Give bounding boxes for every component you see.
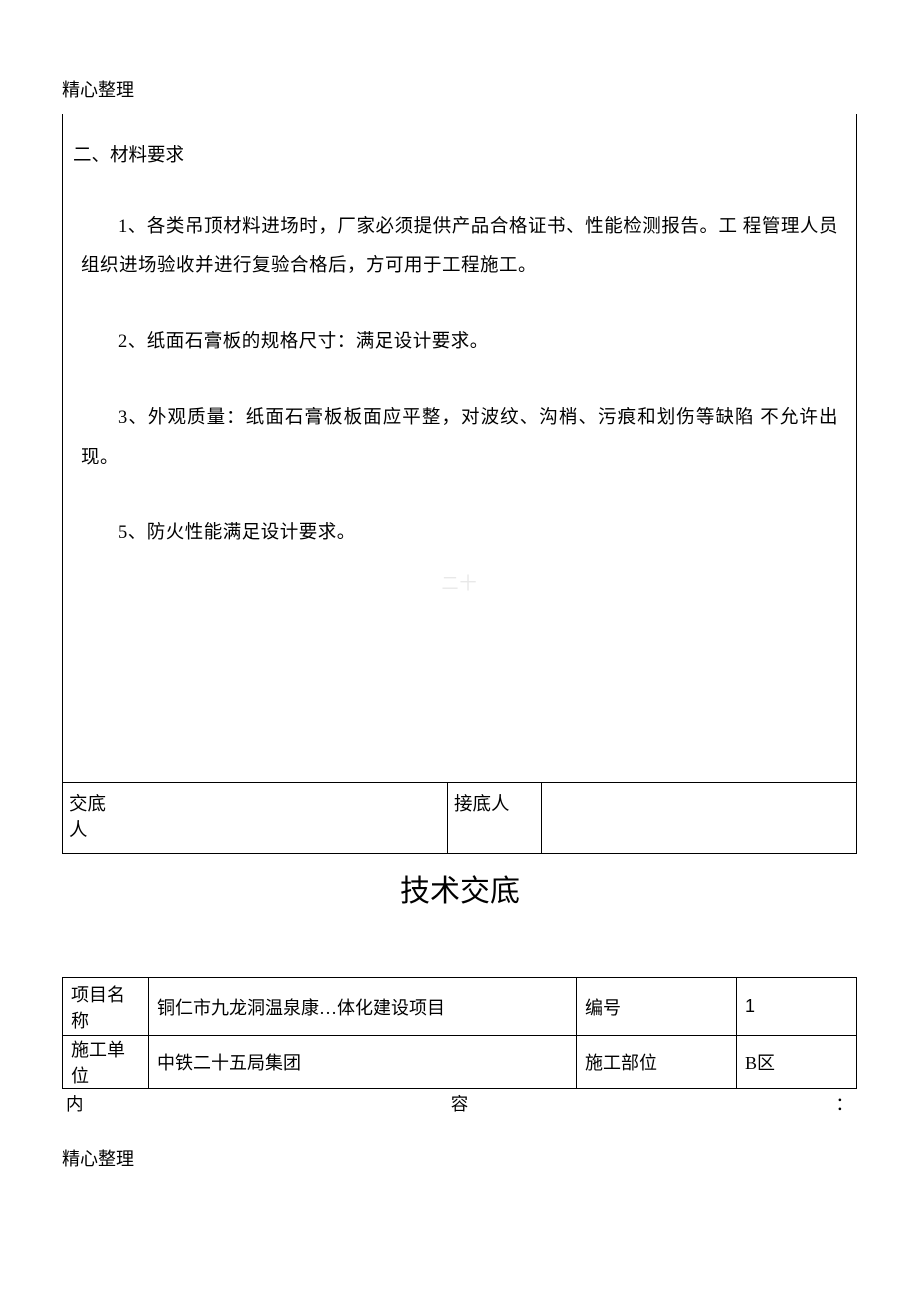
sign-blank-right xyxy=(541,782,857,854)
cell-part-value: B区 xyxy=(737,1036,857,1089)
table-row: 施工单位 中铁二十五局集团 施工部位 B区 xyxy=(63,1036,857,1089)
section-title: 二、材料要求 xyxy=(63,114,856,172)
page-footer: 精心整理 xyxy=(62,1145,134,1171)
sign-blank-left xyxy=(128,782,447,854)
paragraph-2: 2、纸面石膏板的规格尺寸：满足设计要求。 xyxy=(63,323,856,363)
table-row: 项目名称 铜仁市九龙洞温泉康…体化建设项目 编号 1 xyxy=(63,978,857,1036)
cell-unit-label: 施工单位 xyxy=(63,1036,149,1089)
sign-label-right: 接底人 xyxy=(447,782,541,854)
material-requirements-box: 二、材料要求 1、各类吊顶材料进场时，厂家必须提供产品合格证书、性能检测报告。工… xyxy=(62,114,857,854)
content-char-1: 内 xyxy=(66,1091,84,1116)
content-header-line: 内 容 ： xyxy=(62,1091,857,1116)
paragraph-4: 5、防火性能满足设计要求。 xyxy=(63,514,856,554)
signature-row: 交底人 接底人 xyxy=(62,782,857,854)
cell-part-label: 施工部位 xyxy=(577,1036,737,1089)
cell-project-value: 铜仁市九龙洞温泉康…体化建设项目 xyxy=(149,978,577,1036)
content-char-3: ： xyxy=(836,1091,854,1116)
watermark-text: 二十 xyxy=(442,569,478,594)
document-title: 技术交底 xyxy=(0,866,920,910)
cell-unit-value: 中铁二十五局集团 xyxy=(149,1036,577,1089)
cell-number-value: 1 xyxy=(737,978,857,1036)
page-header: 精心整理 xyxy=(62,76,134,102)
content-char-2: 容 xyxy=(451,1091,469,1116)
cell-project-label: 项目名称 xyxy=(63,978,149,1036)
cell-number-label: 编号 xyxy=(577,978,737,1036)
info-table: 项目名称 铜仁市九龙洞温泉康…体化建设项目 编号 1 施工单位 中铁二十五局集团… xyxy=(62,977,857,1089)
paragraph-3: 3、外观质量：纸面石膏板板面应平整，对波纹、沟梢、污痕和划伤等缺陷 不允许出现。 xyxy=(63,399,856,479)
paragraph-1: 1、各类吊顶材料进场时，厂家必须提供产品合格证书、性能检测报告。工 程管理人员组… xyxy=(63,208,856,288)
sign-label-left: 交底人 xyxy=(62,782,128,854)
